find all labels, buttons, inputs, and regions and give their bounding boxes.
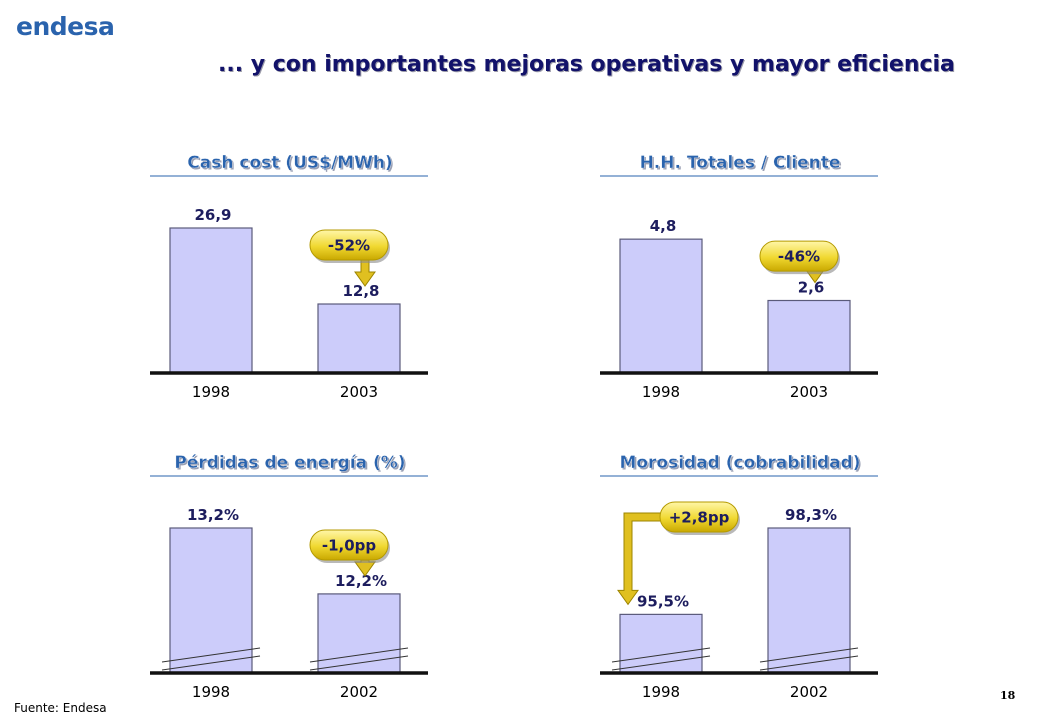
- axis-break-line: [309, 655, 409, 671]
- axis-break-line: [759, 655, 859, 671]
- change-badge-label: -1,0pp: [322, 537, 377, 555]
- bar-1998: [619, 238, 703, 374]
- bar-2002: [317, 593, 401, 674]
- axis-break-line: [611, 655, 711, 671]
- category-label-1998: 1998: [642, 683, 680, 701]
- category-label-1998: 1998: [642, 383, 680, 401]
- chart-svg: Pérdidas de energía (%)Pérdidas de energ…: [150, 453, 428, 701]
- bar-2002: [767, 527, 851, 674]
- endesa-logo: endesa: [16, 12, 115, 41]
- value-label-1998: 26,9: [194, 206, 231, 224]
- bar-1998: [169, 227, 253, 374]
- chart-panel-perdidas: Pérdidas de energía (%) Pérdidas de energ…: [140, 445, 470, 705]
- category-label-2003: 2003: [340, 383, 378, 401]
- bar-2003: [767, 299, 851, 374]
- chart-panel-cash-cost: Cash cost (US$/MWh) Cash cost (US$/MWh) 26…: [140, 145, 470, 405]
- axis-break-line: [759, 647, 859, 663]
- axis-break-line: [309, 647, 409, 663]
- chart-svg: Morosidad (cobrabilidad)Morosidad (cobra…: [600, 453, 878, 701]
- change-badge: -52%: [309, 229, 390, 263]
- axis-break-line: [611, 647, 711, 663]
- bar-1998: [169, 527, 253, 674]
- category-label-2002: 2002: [790, 683, 828, 701]
- panel-title-shadow: Cash cost (US$/MWh): [189, 155, 394, 175]
- value-label-1998: 4,8: [650, 217, 677, 235]
- panel-title-shadow: Pérdidas de energía (%): [176, 455, 407, 475]
- value-label-2002: 12,2%: [335, 572, 387, 590]
- axis-break-line: [161, 655, 261, 671]
- category-label-1998: 1998: [192, 683, 230, 701]
- value-label-2003: 12,8: [342, 282, 379, 300]
- panel-title-shadow: H.H. Totales / Cliente: [641, 155, 842, 175]
- panel-title: Morosidad (cobrabilidad): [619, 453, 860, 473]
- panel-title: H.H. Totales / Cliente: [640, 153, 841, 173]
- panel-title-shadow: Morosidad (cobrabilidad): [621, 455, 862, 475]
- page-number: 18: [1000, 689, 1016, 702]
- change-badge-label: -46%: [778, 248, 820, 266]
- bar-1998: [619, 613, 703, 674]
- panel-title: Cash cost (US$/MWh): [187, 153, 392, 173]
- bar-2003: [317, 303, 401, 374]
- category-label-2002: 2002: [340, 683, 378, 701]
- value-label-2002: 98,3%: [785, 506, 837, 524]
- axis-break-line: [161, 647, 261, 663]
- source-note: Fuente: Endesa: [14, 701, 107, 715]
- change-badge: +2,8pp: [659, 501, 740, 535]
- value-label-2003: 2,6: [798, 279, 825, 297]
- value-label-1998: 95,5%: [637, 592, 689, 610]
- change-badge: -1,0pp: [309, 529, 390, 563]
- category-label-2003: 2003: [790, 383, 828, 401]
- chart-panel-morosidad: Morosidad (cobrabilidad) Morosidad (cobra…: [590, 445, 920, 705]
- category-label-1998: 1998: [192, 383, 230, 401]
- value-label-1998: 13,2%: [187, 506, 239, 524]
- panel-title: Pérdidas de energía (%): [174, 453, 405, 473]
- chart-svg: Cash cost (US$/MWh)Cash cost (US$/MWh)26…: [150, 153, 428, 401]
- change-badge: -46%: [759, 240, 840, 275]
- change-badge-label: -52%: [328, 237, 370, 255]
- change-badge-label: +2,8pp: [669, 509, 730, 527]
- chart-panel-hh-totales: H.H. Totales / Cliente H.H. Totales / Cli…: [590, 145, 920, 405]
- page-title: ... y con importantes mejoras operativas…: [218, 52, 955, 77]
